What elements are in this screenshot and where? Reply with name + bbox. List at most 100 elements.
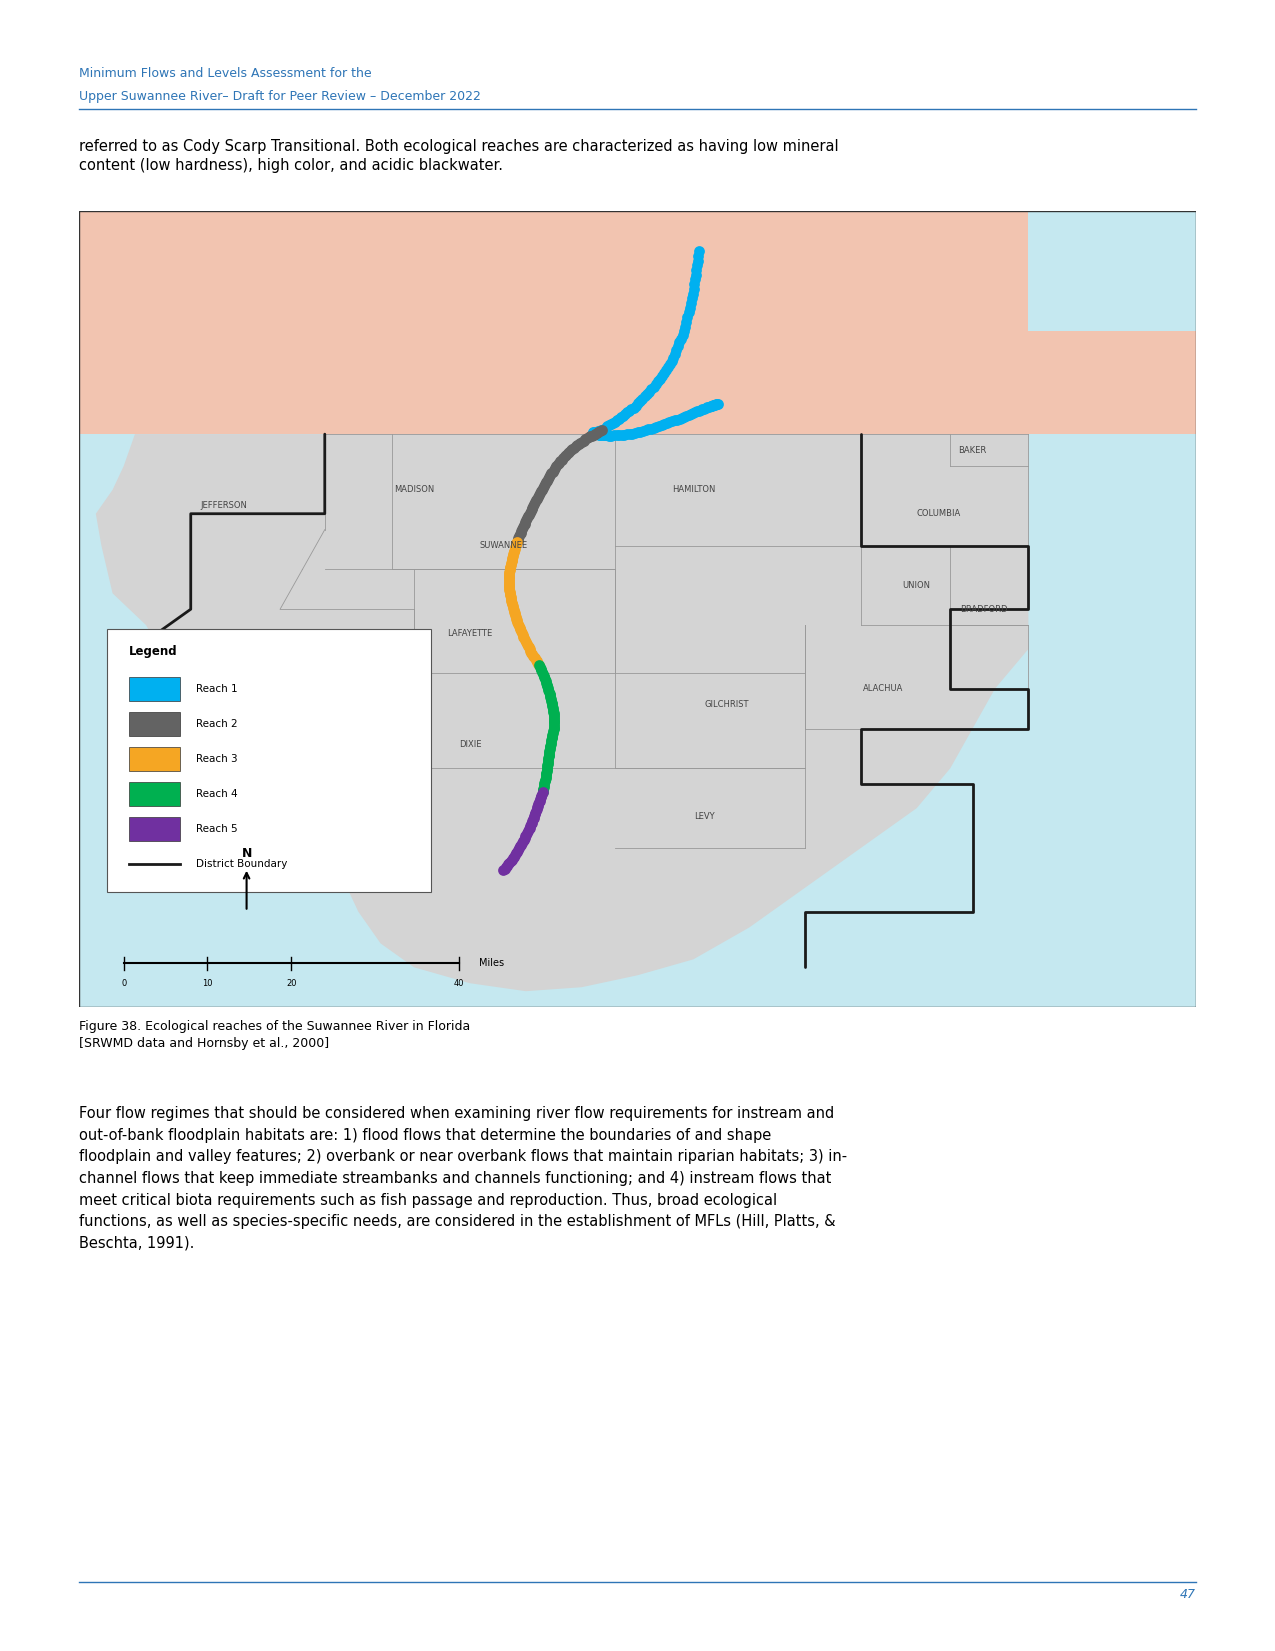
Point — [652, 413, 672, 439]
Point — [538, 675, 558, 702]
Point — [706, 391, 727, 418]
Point — [682, 281, 703, 307]
Point — [557, 441, 578, 467]
Point — [513, 622, 533, 649]
Point — [500, 553, 520, 580]
Point — [527, 794, 547, 821]
Point — [529, 480, 550, 507]
Point — [501, 588, 521, 614]
Point — [562, 436, 583, 462]
Point — [499, 566, 519, 593]
Bar — [129, 783, 180, 806]
Point — [555, 442, 575, 469]
Point — [550, 447, 570, 474]
Point — [687, 248, 708, 274]
Point — [534, 773, 555, 799]
Point — [569, 431, 589, 457]
Point — [667, 406, 687, 433]
Point — [648, 368, 668, 395]
Point — [685, 400, 705, 426]
Point — [584, 419, 604, 446]
Point — [523, 494, 543, 520]
Point — [561, 438, 581, 464]
Point — [504, 540, 524, 566]
Point — [507, 611, 528, 637]
Point — [678, 401, 699, 428]
Point — [532, 781, 552, 807]
Point — [533, 776, 553, 802]
Point — [635, 383, 655, 409]
Point — [539, 462, 560, 489]
Point — [501, 847, 521, 873]
Point — [534, 471, 555, 497]
Point — [513, 515, 533, 542]
Point — [525, 646, 546, 672]
Point — [506, 528, 527, 555]
Point — [625, 419, 645, 446]
Point — [516, 819, 537, 845]
Point — [671, 325, 691, 352]
Point — [584, 421, 604, 447]
Point — [500, 581, 520, 608]
Point — [681, 401, 701, 428]
Point — [674, 319, 695, 345]
Point — [630, 388, 650, 414]
Point — [509, 523, 529, 550]
Text: BRADFORD: BRADFORD — [960, 604, 1007, 614]
Point — [533, 774, 553, 801]
Point — [506, 608, 527, 634]
Point — [694, 396, 714, 423]
Point — [703, 393, 723, 419]
Point — [510, 614, 530, 641]
Point — [502, 543, 523, 570]
Point — [541, 733, 561, 759]
Point — [654, 360, 674, 386]
Point — [688, 398, 709, 424]
Point — [499, 573, 519, 599]
Point — [506, 530, 527, 556]
Polygon shape — [96, 434, 1029, 991]
Text: TAYLOR: TAYLOR — [309, 644, 340, 654]
Text: UNION: UNION — [903, 581, 931, 589]
Point — [504, 596, 524, 622]
Point — [627, 419, 648, 446]
Point — [585, 421, 606, 447]
Point — [505, 604, 525, 631]
Point — [538, 746, 558, 773]
Point — [539, 740, 560, 766]
Point — [537, 753, 557, 779]
Point — [690, 396, 710, 423]
Point — [516, 629, 537, 655]
Point — [523, 642, 543, 669]
Point — [505, 535, 525, 561]
Point — [584, 421, 604, 447]
Text: LEVY: LEVY — [694, 812, 715, 821]
Point — [520, 499, 541, 525]
Point — [507, 527, 528, 553]
Point — [500, 849, 520, 875]
Point — [539, 738, 560, 764]
Point — [697, 395, 718, 421]
Text: Figure 38. Ecological reaches of the Suwannee River in Florida
[SRWMD data and H: Figure 38. Ecological reaches of the Suw… — [79, 1020, 470, 1050]
Point — [539, 735, 560, 761]
Text: 47: 47 — [1179, 1588, 1196, 1601]
Point — [509, 525, 529, 551]
Point — [657, 409, 677, 436]
Point — [534, 769, 555, 796]
Point — [706, 391, 727, 418]
Point — [544, 454, 565, 480]
Point — [699, 393, 719, 419]
Point — [523, 806, 543, 832]
Point — [574, 428, 594, 454]
Point — [533, 472, 553, 499]
Point — [608, 406, 629, 433]
Point — [683, 400, 704, 426]
Point — [621, 396, 641, 423]
Point — [532, 657, 552, 684]
Point — [576, 424, 597, 451]
Point — [678, 299, 699, 325]
Point — [499, 558, 519, 584]
Point — [542, 725, 562, 751]
Point — [529, 652, 550, 679]
Point — [520, 500, 541, 527]
